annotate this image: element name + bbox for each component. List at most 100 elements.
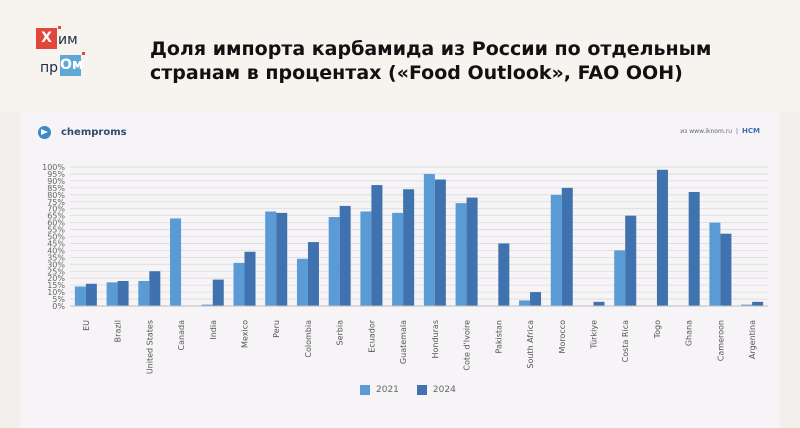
- y-tick-label: 10%: [47, 288, 65, 297]
- y-tick-label: 35%: [47, 253, 65, 262]
- brand-label: chemproms: [61, 126, 127, 138]
- bar-2021-20: [709, 222, 721, 306]
- x-tick-label: India: [209, 320, 218, 340]
- x-tick-label: Honduras: [431, 320, 440, 359]
- x-tick-label: Serbia: [336, 320, 345, 346]
- bar-2024-2: [149, 271, 161, 306]
- bar-2024-19: [688, 192, 700, 306]
- x-tick-label: Morocco: [558, 320, 567, 354]
- y-tick-label: 15%: [47, 281, 65, 290]
- bar-2024-15: [561, 187, 573, 306]
- bar-2024-21: [752, 301, 764, 306]
- x-tick-label: Canada: [177, 320, 186, 351]
- x-tick-label: Cameroon: [716, 320, 725, 361]
- logo-text-2: пр: [40, 60, 59, 76]
- source-site: из www.iknom.ru: [680, 127, 732, 135]
- bar-2024-16: [593, 301, 605, 306]
- x-tick-label: Cote d'Ivoire: [463, 320, 472, 371]
- x-tick-label: United States: [145, 320, 154, 374]
- source-separator: |: [736, 127, 739, 135]
- bar-2021-0: [74, 286, 86, 306]
- page-title: Доля импорта карбамида из России по отде…: [150, 38, 712, 84]
- source-mark: НСМ: [742, 127, 760, 135]
- bar-2024-4: [212, 279, 224, 306]
- bar-2021-14: [519, 300, 531, 306]
- bar-2021-9: [360, 211, 372, 306]
- y-tick-label: 95%: [47, 170, 65, 179]
- x-tick-label: Türkiye: [590, 320, 599, 350]
- y-tick-label: 60%: [47, 219, 65, 228]
- x-tick-label: Togo: [653, 320, 662, 340]
- y-tick-label: 65%: [47, 212, 65, 221]
- telegram-icon: [38, 125, 51, 139]
- brand[interactable]: chemproms: [38, 124, 127, 140]
- bar-2021-1: [106, 282, 118, 306]
- logo-dot: [58, 26, 61, 29]
- x-tick-label: Pakistan: [494, 320, 503, 354]
- bar-2021-7: [296, 258, 308, 306]
- bar-2024-8: [339, 205, 351, 306]
- bar-2021-21: [741, 304, 753, 306]
- x-tick-label: Peru: [272, 320, 281, 338]
- bar-2021-8: [328, 217, 340, 306]
- logo-text-1: им: [58, 32, 78, 48]
- bar-2024-0: [85, 283, 97, 306]
- bar-2024-1: [117, 280, 129, 306]
- bar-2024-5: [244, 251, 256, 306]
- bar-2024-10: [403, 189, 415, 306]
- bar-2024-7: [307, 242, 319, 306]
- legend-label-2024: 2024: [432, 385, 456, 395]
- bar-2021-11: [423, 173, 435, 306]
- bar-2021-3: [170, 218, 182, 306]
- y-tick-label: 70%: [47, 205, 65, 214]
- y-tick-label: 25%: [47, 267, 65, 276]
- bar-2021-4: [201, 304, 213, 306]
- bar-2024-9: [371, 185, 383, 306]
- y-tick-label: 80%: [47, 191, 65, 200]
- source-credit: из www.iknom.ru | НСМ: [680, 127, 760, 135]
- header: Х им пр Ом Доля импорта карбамида из Рос…: [0, 0, 800, 112]
- y-tick-label: 40%: [47, 246, 65, 255]
- bar-2021-2: [138, 280, 150, 306]
- logo: Х им пр Ом: [36, 26, 100, 84]
- y-tick-label: 90%: [47, 177, 65, 186]
- legend-swatch-2024: [416, 385, 427, 395]
- logo-tile-x: Х: [36, 28, 57, 49]
- y-tick-label: 100%: [42, 163, 65, 172]
- y-tick-label: 5%: [52, 295, 65, 304]
- y-tick-label: 50%: [47, 233, 65, 242]
- bar-2024-20: [720, 233, 732, 306]
- bar-2024-14: [530, 292, 542, 306]
- bar-2021-5: [233, 262, 245, 306]
- legend-label-2021: 2021: [376, 385, 399, 395]
- y-tick-label: 85%: [47, 184, 65, 193]
- legend-swatch-2021: [360, 385, 370, 395]
- x-tick-label: EU: [82, 320, 91, 331]
- bar-2024-13: [498, 243, 510, 306]
- y-tick-label: 75%: [47, 198, 65, 207]
- x-tick-label: Guatemala: [399, 320, 408, 364]
- bar-2021-15: [550, 194, 562, 306]
- x-tick-label: Mexico: [241, 320, 250, 348]
- legend-item-2021: 2021: [360, 385, 399, 395]
- y-tick-label: 30%: [47, 260, 65, 269]
- chart-legend: 2021 2024: [360, 385, 456, 395]
- logo-dot-2: [82, 52, 85, 55]
- bar-2021-17: [614, 250, 626, 306]
- x-tick-label: Ghana: [685, 320, 694, 346]
- x-tick-label: Brazil: [114, 320, 123, 342]
- bar-2021-12: [455, 203, 467, 306]
- bar-2024-17: [625, 215, 637, 306]
- logo-tile-om: Ом: [60, 55, 83, 76]
- y-tick-label: 20%: [47, 274, 65, 283]
- x-tick-label: Costa Rica: [621, 320, 630, 362]
- bar-2024-12: [466, 197, 478, 306]
- x-tick-label: Argentina: [748, 320, 757, 359]
- bar-2024-6: [276, 212, 288, 306]
- x-tick-label: South Africa: [526, 320, 535, 369]
- x-tick-label: Ecuador: [367, 319, 376, 352]
- bar-2024-11: [434, 179, 446, 306]
- bar-2021-10: [392, 212, 404, 306]
- y-tick-label: 0%: [52, 302, 65, 311]
